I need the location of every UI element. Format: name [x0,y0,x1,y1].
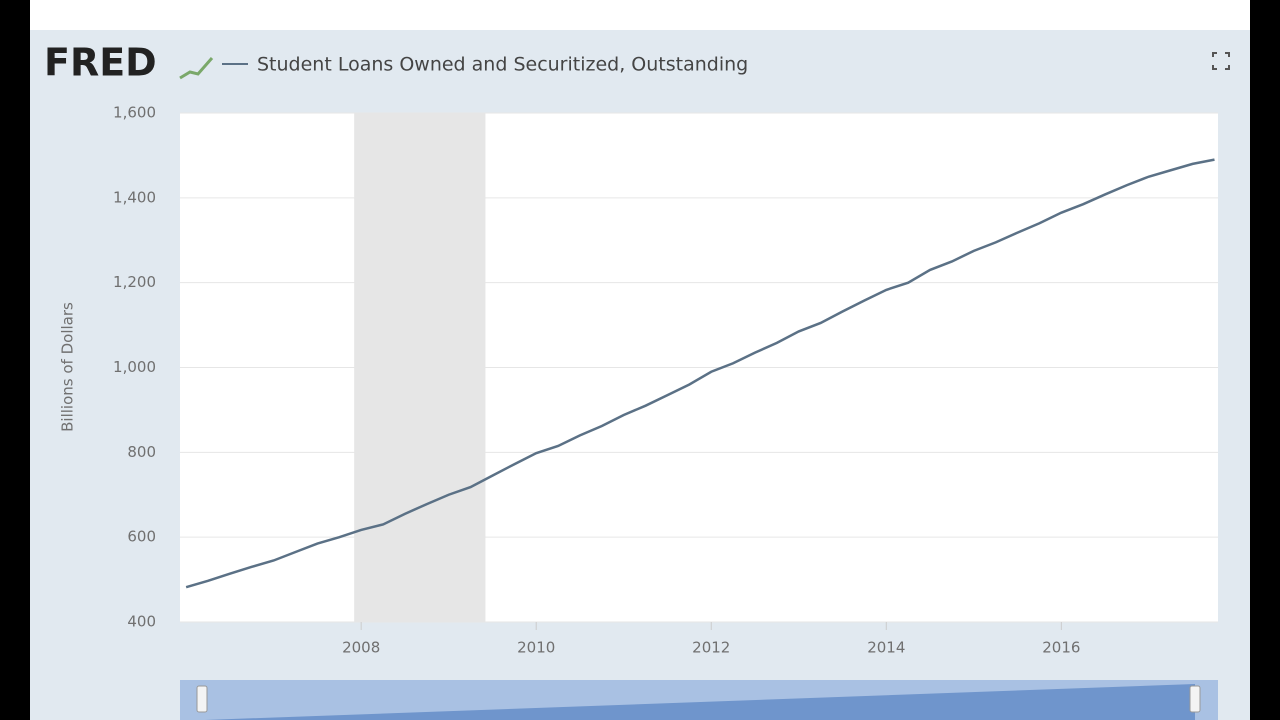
navigator-handle[interactable] [196,685,208,713]
logo-icon [179,57,214,80]
logo: FRED [44,41,157,85]
y-tick-label: 800 [127,443,156,461]
y-tick-label: 600 [127,528,156,546]
x-tick-label: 2010 [517,639,555,657]
navigator-handle[interactable] [1189,685,1201,713]
y-tick-label: 1,400 [113,188,156,206]
x-tick-label: 2012 [692,639,730,657]
data-line [185,158,1215,589]
y-tick-label: 1,000 [113,358,156,376]
fullscreen-glyph[interactable] [1212,52,1230,70]
y-tick-label: 400 [127,613,156,631]
y-tick-label: 1,200 [113,273,156,291]
x-tick-label: 2008 [342,639,380,657]
x-tick-label: 2016 [1042,639,1080,657]
y-axis-label: Billions of Dollars [59,302,77,432]
chart-title: Student Loans Owned and Securitized, Out… [257,54,748,76]
fullscreen-icon[interactable] [1212,52,1230,70]
y-tick-label: 1,600 [113,104,156,122]
top-band [30,0,1250,30]
x-tick-label: 2014 [867,639,905,657]
navigator-area [205,684,1195,720]
